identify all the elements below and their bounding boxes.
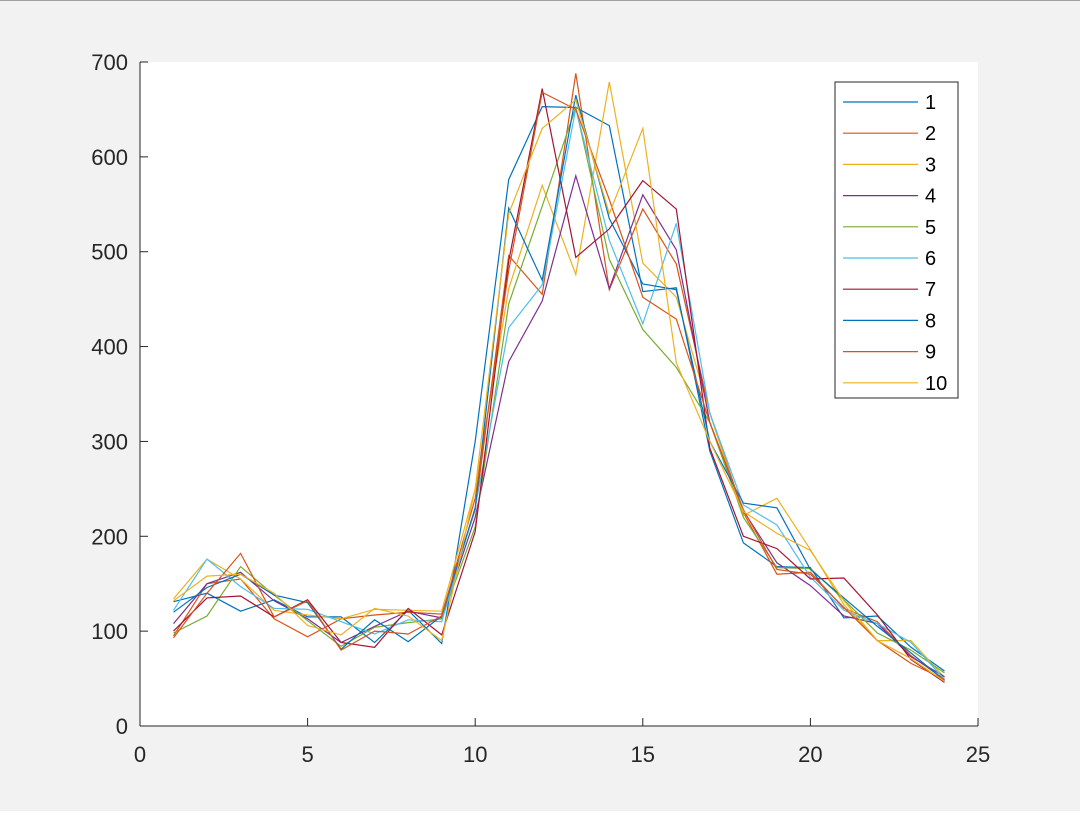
x-ticks: 0 5 10 15 20 25 [134, 718, 990, 767]
legend-label-8: 8 [925, 310, 936, 332]
series-line-7 [173, 88, 945, 683]
legend-label-2: 2 [925, 123, 936, 145]
x-tick-label: 10 [463, 742, 487, 767]
y-tick-label: 400 [91, 335, 128, 360]
series-line-8 [173, 95, 945, 681]
series-lines [172, 73, 945, 683]
legend-label-10: 10 [925, 373, 947, 395]
x-tick-label: 0 [134, 742, 146, 767]
legend-label-1: 1 [925, 92, 936, 114]
x-tick-label: 15 [631, 742, 655, 767]
series-line-10 [173, 98, 945, 682]
legend: 1 2 3 4 5 6 7 8 9 10 [834, 81, 959, 399]
x-tick-label: 20 [798, 742, 822, 767]
y-tick-label: 100 [91, 619, 128, 644]
legend-label-7: 7 [925, 279, 936, 301]
y-tick-label: 600 [91, 145, 128, 170]
y-tick-label: 0 [116, 714, 128, 739]
legend-label-5: 5 [925, 217, 936, 239]
legend-label-3: 3 [925, 154, 936, 176]
x-tick-label: 5 [301, 742, 313, 767]
y-tick-label: 300 [91, 429, 128, 454]
y-tick-label: 700 [91, 50, 128, 75]
x-tick-label: 25 [966, 742, 990, 767]
series-line-9 [173, 91, 945, 681]
axes [139, 62, 978, 727]
legend-label-4: 4 [925, 186, 936, 208]
legend-box [834, 81, 959, 399]
y-tick-label: 200 [91, 524, 128, 549]
y-tick-label: 500 [91, 240, 128, 265]
legend-label-6: 6 [925, 248, 936, 270]
legend-label-9: 9 [925, 342, 936, 364]
series-line-6 [172, 108, 945, 680]
y-ticks: 0 100 200 300 400 500 600 700 [91, 50, 148, 739]
window-top-border [0, 0, 1080, 1]
